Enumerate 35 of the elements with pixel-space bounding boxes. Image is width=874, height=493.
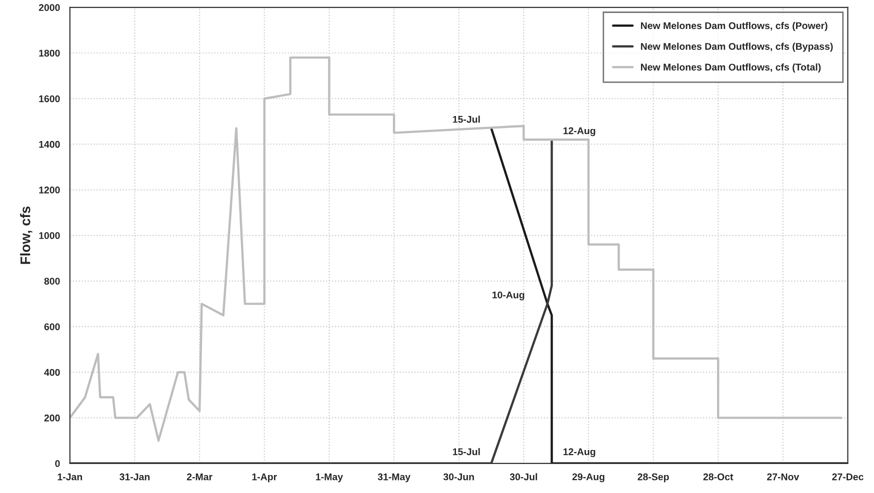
y-tick-label: 2000 [38,4,60,12]
y-tick-label: 200 [44,414,60,422]
y-tick-label: 400 [44,368,60,376]
annotation: 10-Aug [492,291,524,300]
line-series [70,56,842,442]
annotation: 12-Aug [563,448,596,458]
x-tick-label: 27-Dec [832,473,864,480]
x-tick-label: 1-Jan [58,474,82,480]
annotation: 12-Aug [563,127,596,136]
y-tick-label: 600 [44,323,60,330]
legend-label: New Melones Dam Outflows, cfs (Total) [640,63,821,72]
x-tick-label: 30-Jul [510,473,538,480]
y-tick-label: 1000 [39,232,60,240]
x-tick-label: 31-Jan [120,473,150,480]
x-tick-label: 1-May [316,474,343,482]
x-tick-label: 29-Aug [572,473,604,482]
y-tick-label: 0 [55,460,60,468]
annotation: 15-Jul [452,448,480,456]
legend-label: New Melones Dam Outflows, cfs (Power) [640,22,828,32]
x-tick-label: 30-Jun [443,473,474,480]
y-axis-title: Flow, cfs [20,206,32,264]
x-tick-label: 2-Mar [186,473,212,480]
y-tick-label: 1200 [39,186,60,194]
x-tick-label: 27-Nov [767,473,800,480]
x-tick-label: 28-Sep [638,473,669,482]
y-tick-label: 1800 [39,50,60,57]
annotation: 15-Jul [452,116,480,123]
line-series [490,127,848,464]
x-tick-label: 1-Apr [252,474,277,482]
y-tick-label: 1400 [39,140,60,148]
x-tick-label: 31-May [378,473,410,482]
x-tick-label: 28-Oct [703,473,734,480]
y-tick-label: 1600 [39,95,60,102]
legend-label: New Melones Dam Outflows, cfs (Bypass) [640,42,833,52]
y-tick-label: 800 [44,278,60,285]
